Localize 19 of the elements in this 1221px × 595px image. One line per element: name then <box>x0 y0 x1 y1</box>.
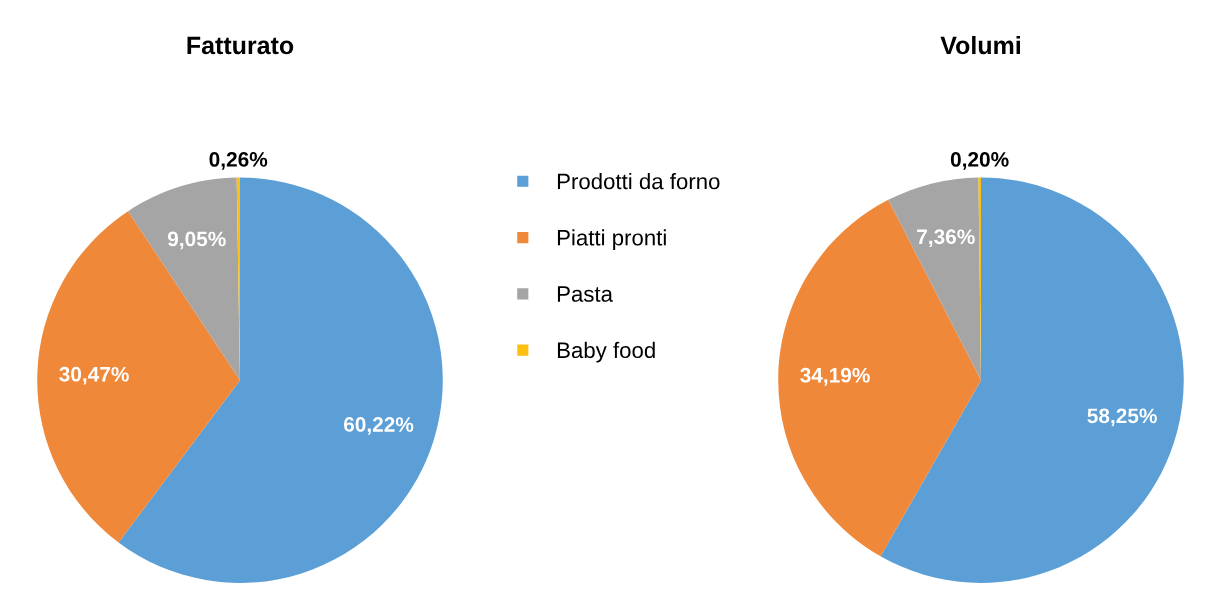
chart-title: Fatturato <box>187 36 294 55</box>
pie-slice <box>128 177 240 381</box>
data-label: 60,22% <box>343 417 414 435</box>
data-label: 0,20% <box>950 152 1009 170</box>
legend-label: Piatti pronti <box>557 229 666 250</box>
legend-label: Prodotti da forno <box>557 172 720 190</box>
chart-title: Volumi <box>940 35 1020 55</box>
data-label: 30,47% <box>59 366 129 385</box>
pie-slice <box>880 177 1184 583</box>
pie-slice <box>888 177 981 381</box>
data-label: 0,26% <box>209 152 268 170</box>
pie-slice <box>778 199 981 557</box>
data-label: 7,36% <box>917 229 975 248</box>
data-label: 58,25% <box>1087 408 1157 427</box>
data-label: 9,05% <box>167 231 226 250</box>
data-label: 34,19% <box>800 367 870 386</box>
legend-label: Pasta <box>557 286 613 302</box>
pie-slice <box>37 211 240 543</box>
legend-label: Baby food <box>557 341 655 363</box>
